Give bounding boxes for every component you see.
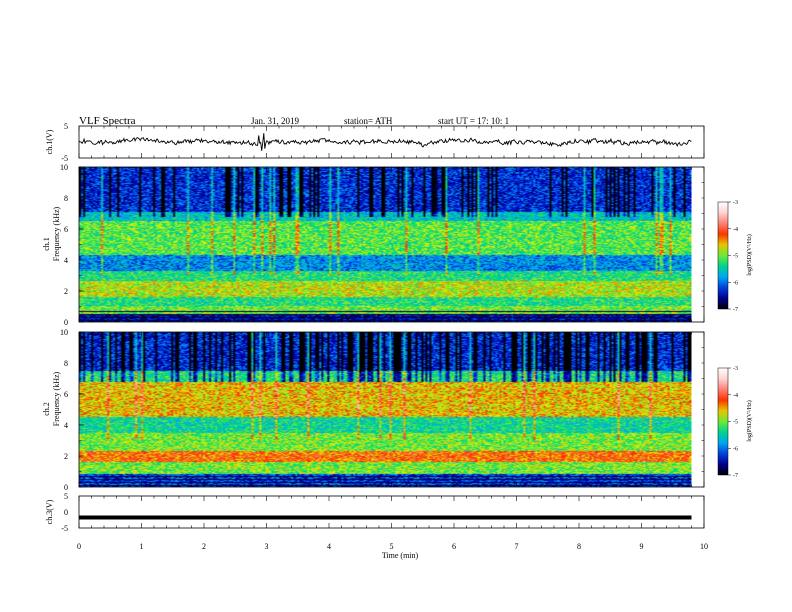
- ch1-spectrogram-ticks: [78, 166, 705, 323]
- colorbar-tick-label: -6: [733, 446, 738, 452]
- x-tick-label: 0: [77, 542, 81, 551]
- ch1-spectrogram-ytick-labels: 0 2 4 6 8 10: [60, 163, 68, 327]
- y-tick-label: 2: [64, 287, 68, 296]
- x-tick-label: 1: [140, 542, 144, 551]
- ch3-waveform-ytick-bottom: -5: [61, 524, 68, 533]
- plot-title: VLF Spectra: [79, 115, 136, 127]
- start-time-label: start UT = 17: 10: 1: [438, 116, 509, 126]
- ch1-waveform-panel: 5 -5 ch.1(V): [45, 122, 705, 163]
- x-tick-label: 8: [577, 542, 581, 551]
- time-axis-tick-labels: 0 1 2 3 4 5 6 7 8 9 10: [77, 542, 708, 551]
- colorbar-tick-label: -5: [733, 254, 738, 260]
- x-tick-label: 5: [390, 542, 394, 551]
- ch2-spectrogram-ytick-labels: 0 2 4 6 8 10: [60, 328, 68, 492]
- ch2-spectrogram-ylabel-frequency: Frequency (kHz): [52, 371, 61, 426]
- y-tick-label: 8: [64, 359, 68, 368]
- x-tick-label: 3: [265, 542, 269, 551]
- y-tick-label: 6: [64, 390, 68, 399]
- x-tick-label: 10: [700, 542, 708, 551]
- ch1-waveform-ytick-bottom: -5: [61, 154, 68, 163]
- ch2-colorbar-label: log(PSD)(V²/Hz): [746, 400, 753, 441]
- ch2-colorbar: [717, 367, 729, 476]
- x-tick-label: 7: [515, 542, 519, 551]
- y-tick-label: 2: [64, 452, 68, 461]
- y-tick-label: 0: [64, 483, 68, 492]
- ch1-waveform-ylabel: ch.1(V): [45, 129, 54, 154]
- ch1-colorbar-ticks: -3 -4 -5 -6 -7: [728, 200, 738, 313]
- colorbar-tick-label: -5: [733, 420, 738, 426]
- station-label: station= ATH: [344, 116, 393, 126]
- colorbar-tick-label: -7: [733, 473, 738, 479]
- ch3-waveform-ytick-middle: 0: [64, 508, 68, 517]
- ch2-spectrogram-image: [79, 332, 692, 487]
- ch3-waveform-panel: 5 0 -5 ch.3(V) 0 1 2 3 4 5 6 7 8 9 10 Time (min): [45, 492, 708, 560]
- ch1-colorbar-label: log(PSD)(V²/Hz): [746, 234, 753, 275]
- x-tick-label: 6: [452, 542, 456, 551]
- y-tick-label: 4: [64, 421, 68, 430]
- ch3-waveform-ylabel: ch.3(V): [45, 499, 54, 524]
- time-axis-label: Time (min): [382, 551, 419, 560]
- ch2-colorbar-ticks: -3 -4 -5 -6 -7: [728, 366, 738, 479]
- colorbar-tick-label: -3: [733, 366, 738, 372]
- colorbar-tick-label: -7: [733, 307, 738, 313]
- ch2-spectrogram-ticks: [78, 331, 705, 488]
- ch1-spectrogram-image: [79, 167, 692, 322]
- y-tick-label: 4: [64, 256, 68, 265]
- ch1-colorbar: [717, 201, 729, 310]
- ch1-waveform-trace: [78, 133, 692, 151]
- x-tick-label: 4: [327, 542, 331, 551]
- colorbar-tick-label: -4: [733, 393, 738, 399]
- ch1-waveform-ytick-top: 5: [64, 122, 68, 131]
- colorbar-tick-label: -3: [733, 200, 738, 206]
- ch2-spectrogram-ylabel-channel: ch.2: [42, 402, 51, 416]
- y-tick-label: 8: [64, 194, 68, 203]
- ch3-waveform-ticks: [78, 496, 705, 528]
- y-tick-label: 0: [64, 318, 68, 327]
- ch3-waveform-ytick-top: 5: [64, 492, 68, 501]
- colorbar-tick-label: -6: [733, 280, 738, 286]
- y-tick-label: 6: [64, 225, 68, 234]
- x-tick-label: 2: [202, 542, 206, 551]
- x-tick-label: 9: [640, 542, 644, 551]
- y-tick-label: 10: [60, 328, 68, 337]
- ch1-spectrogram-ylabel-frequency: Frequency (kHz): [52, 206, 61, 261]
- y-tick-label: 10: [60, 163, 68, 172]
- date-label: Jan. 31, 2019: [251, 116, 299, 126]
- ch1-spectrogram-ylabel-channel: ch.1: [42, 237, 51, 251]
- ch1-waveform-ticks: [78, 126, 705, 158]
- colorbar-tick-label: -4: [733, 227, 738, 233]
